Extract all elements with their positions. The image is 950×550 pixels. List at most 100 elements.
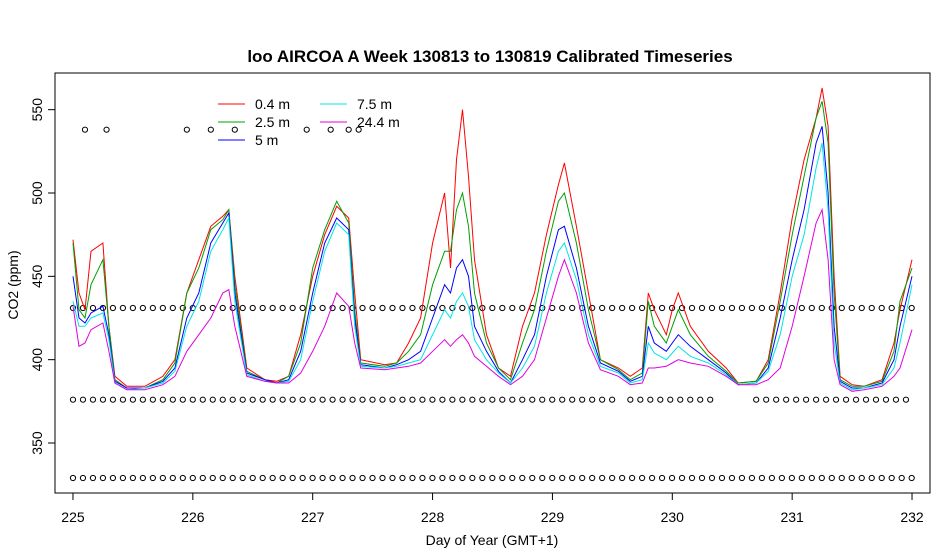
marker-point <box>449 474 456 482</box>
marker-point <box>459 474 466 482</box>
marker-point <box>619 474 626 482</box>
marker-point <box>259 474 266 482</box>
marker-point <box>327 126 334 133</box>
marker-point <box>688 474 696 482</box>
marker-point <box>169 396 176 403</box>
marker-point <box>319 474 326 482</box>
y-tick-label: 500 <box>29 181 45 205</box>
marker-point <box>219 304 226 312</box>
marker-point <box>862 396 870 403</box>
marker-point <box>399 396 406 403</box>
marker-point <box>639 304 646 312</box>
marker-point <box>429 474 436 482</box>
legend-label: 5 m <box>255 132 278 148</box>
marker-point <box>279 396 286 403</box>
marker-point <box>199 474 206 482</box>
marker-point <box>439 474 446 482</box>
marker-point <box>309 396 316 403</box>
y-tick-label: 550 <box>29 98 45 122</box>
marker-point <box>299 304 306 312</box>
marker-point <box>429 396 436 403</box>
marker-point <box>803 396 810 403</box>
marker-point <box>319 396 326 403</box>
y-axis: 350 400 450 500 550 <box>29 98 56 455</box>
marker-point <box>309 474 316 482</box>
marker-point <box>908 474 915 482</box>
marker-point <box>773 396 780 403</box>
marker-point <box>359 396 366 403</box>
marker-point <box>569 474 576 482</box>
marker-point <box>539 474 546 482</box>
marker-point <box>129 474 136 482</box>
marker-point <box>658 304 666 312</box>
marker-point <box>419 474 426 482</box>
marker-point <box>529 396 536 403</box>
marker-point <box>908 304 915 312</box>
marker-point <box>369 474 376 482</box>
marker-point <box>409 474 416 482</box>
marker-point <box>379 396 386 403</box>
marker-point <box>609 396 616 403</box>
marker-point <box>199 396 206 403</box>
marker-point <box>539 396 546 403</box>
marker-point <box>183 126 190 133</box>
marker-point <box>269 474 276 482</box>
marker-point <box>79 474 87 482</box>
marker-point <box>658 474 666 482</box>
marker-point <box>753 396 760 403</box>
marker-point <box>569 396 576 403</box>
marker-point <box>345 126 352 133</box>
marker-point <box>489 474 496 482</box>
marker-point <box>69 474 77 482</box>
marker-point <box>89 304 97 312</box>
x-axis: 225 226 227 228 229 230 231 232 <box>61 492 924 525</box>
marker-point <box>139 474 146 482</box>
x-tick-label: 228 <box>421 509 445 525</box>
marker-point <box>848 304 855 312</box>
marker-point <box>239 474 246 482</box>
marker-point <box>599 474 606 482</box>
marker-point <box>499 474 506 482</box>
marker-point <box>269 304 276 312</box>
x-tick-label: 225 <box>61 509 85 525</box>
marker-point <box>728 474 736 482</box>
marker-point <box>239 304 246 312</box>
marker-point <box>209 396 216 403</box>
y-tick-label: 400 <box>29 348 45 372</box>
marker-point <box>459 396 466 403</box>
marker-point <box>888 474 895 482</box>
marker-point <box>249 396 256 403</box>
marker-point <box>822 396 830 403</box>
marker-point <box>109 304 117 312</box>
marker-point <box>687 396 694 403</box>
marker-point <box>559 474 566 482</box>
marker-point <box>798 474 805 482</box>
marker-point <box>902 396 910 403</box>
marker-point <box>818 474 825 482</box>
marker-point <box>788 304 795 312</box>
marker-point <box>677 396 684 403</box>
marker-point <box>842 396 850 403</box>
marker-point <box>778 474 785 482</box>
marker-point <box>559 396 566 403</box>
marker-point <box>103 126 110 133</box>
marker-point <box>229 474 236 482</box>
x-tick-label: 227 <box>301 509 325 525</box>
marker-point <box>379 304 386 312</box>
marker-point <box>589 396 596 403</box>
series-line-3 <box>72 142 913 391</box>
marker-point <box>579 474 586 482</box>
marker-point <box>299 396 306 403</box>
marker-point <box>159 396 166 403</box>
marker-point <box>439 396 446 403</box>
legend-label: 7.5 m <box>357 96 392 112</box>
marker-point <box>169 474 176 482</box>
marker-point <box>339 304 346 312</box>
marker-point <box>868 474 875 482</box>
marker-point <box>589 474 596 482</box>
y-tick-label: 450 <box>29 264 45 288</box>
marker-point <box>479 474 486 482</box>
marker-point <box>569 304 576 312</box>
marker-point <box>858 474 865 482</box>
marker-point <box>748 304 756 312</box>
